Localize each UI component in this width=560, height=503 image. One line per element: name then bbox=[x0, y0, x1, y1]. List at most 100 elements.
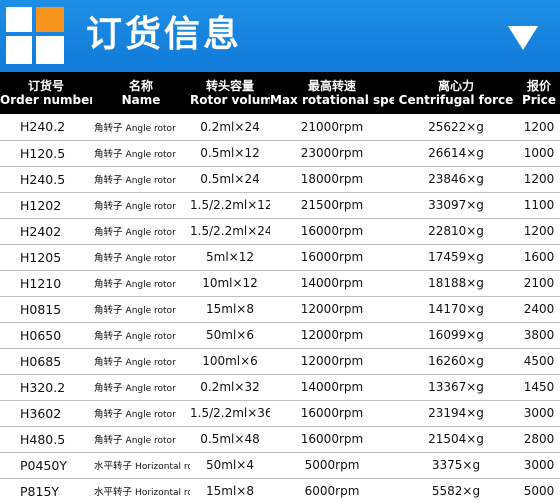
page-title: 订货信息 bbox=[86, 14, 243, 55]
force-cell: 23846×g bbox=[428, 172, 484, 186]
speed-cell: 16000rpm bbox=[300, 432, 364, 446]
name-zh: 角转子 bbox=[94, 305, 123, 316]
name-en: Horizontal rotor bbox=[135, 488, 190, 498]
order-number-cell: H2402 bbox=[20, 223, 62, 239]
order-number-cell: H0685 bbox=[20, 353, 62, 369]
name-en: Angle rotor bbox=[125, 332, 176, 342]
price-cell: 4500 bbox=[523, 354, 555, 368]
logo-square-orange bbox=[36, 7, 64, 32]
name-en: Angle rotor bbox=[125, 436, 176, 446]
force-cell: 21504×g bbox=[428, 432, 484, 446]
name-cell: 水平转子 Horizontal rotor bbox=[92, 452, 190, 478]
order-number-cell: H240.2 bbox=[20, 119, 66, 135]
col-en-label: Name bbox=[121, 93, 161, 107]
col-en-label: Rotor volume bbox=[190, 93, 270, 107]
name-cell: 角转子 Angle rotor bbox=[92, 192, 190, 218]
col-zh-label: 离心力 bbox=[437, 79, 474, 93]
name-en: Angle rotor bbox=[125, 254, 176, 264]
logo-square-white-bottom-right bbox=[36, 36, 64, 64]
price-cell: 3000 bbox=[523, 458, 555, 472]
name-en: Angle rotor bbox=[125, 410, 176, 420]
name-en: Angle rotor bbox=[125, 202, 176, 212]
name-cell: 角转子 Angle rotor bbox=[92, 218, 190, 244]
speed-cell: 16000rpm bbox=[300, 224, 364, 238]
price-cell: 2100 bbox=[523, 276, 555, 290]
name-zh: 角转子 bbox=[94, 175, 123, 186]
col-name: 名称 Name bbox=[92, 72, 190, 114]
order-number-cell: H3602 bbox=[20, 405, 62, 421]
name-cell: 角转子 Angle rotor bbox=[92, 244, 190, 270]
name-cell: 角转子 Angle rotor bbox=[92, 166, 190, 192]
table-row: H240.2 角转子 Angle rotor 0.2ml×24 21000rpm… bbox=[0, 114, 560, 140]
name-zh: 角转子 bbox=[94, 383, 123, 394]
col-centrifugal-force: 离心力 Centrifugal force bbox=[394, 72, 518, 114]
order-number-cell: H0815 bbox=[20, 301, 62, 317]
table-header-row: 订货号 Order number 名称 Name 转头容量 Rotor volu… bbox=[0, 72, 560, 114]
name-zh: 角转子 bbox=[94, 201, 123, 212]
force-cell: 33097×g bbox=[428, 198, 484, 212]
triangle-down-icon[interactable] bbox=[508, 26, 538, 50]
name-en: Angle rotor bbox=[125, 150, 176, 160]
table-row: H480.5 角转子 Angle rotor 0.5ml×48 16000rpm… bbox=[0, 426, 560, 452]
table-row: H2402 角转子 Angle rotor 1.5/2.2ml×24 16000… bbox=[0, 218, 560, 244]
force-cell: 23194×g bbox=[428, 406, 484, 420]
speed-cell: 12000rpm bbox=[300, 328, 364, 342]
force-cell: 16260×g bbox=[428, 354, 484, 368]
table-row: H0685 角转子 Angle rotor 100ml×6 12000rpm 1… bbox=[0, 348, 560, 374]
force-cell: 16099×g bbox=[428, 328, 484, 342]
price-cell: 1200 bbox=[523, 172, 555, 186]
speed-cell: 18000rpm bbox=[300, 172, 364, 186]
volume-cell: 100ml×6 bbox=[202, 354, 258, 368]
title-banner: 订货信息 bbox=[0, 0, 560, 72]
order-number-cell: H1210 bbox=[20, 275, 62, 291]
table-row: H1210 角转子 Angle rotor 10ml×12 14000rpm 1… bbox=[0, 270, 560, 296]
name-en: Angle rotor bbox=[125, 280, 176, 290]
force-cell: 17459×g bbox=[428, 250, 484, 264]
force-cell: 18188×g bbox=[428, 276, 484, 290]
order-number-cell: H320.2 bbox=[20, 379, 66, 395]
force-cell: 3375×g bbox=[431, 458, 481, 472]
name-cell: 角转子 Angle rotor bbox=[92, 400, 190, 426]
name-zh: 角转子 bbox=[94, 331, 123, 342]
table-row: H240.5 角转子 Angle rotor 0.5ml×24 18000rpm… bbox=[0, 166, 560, 192]
name-en: Angle rotor bbox=[125, 123, 176, 134]
table-row: H1205 角转子 Angle rotor 5ml×12 16000rpm 17… bbox=[0, 244, 560, 270]
speed-cell: 16000rpm bbox=[300, 406, 364, 420]
volume-cell: 1.5/2.2ml×12 bbox=[190, 198, 270, 212]
col-max-speed: 最高转速 Max rotational speed bbox=[270, 72, 394, 114]
order-number-cell: H480.5 bbox=[20, 431, 66, 447]
speed-cell: 14000rpm bbox=[300, 276, 364, 290]
price-cell: 1450 bbox=[523, 380, 555, 394]
col-en-label: Centrifugal force bbox=[398, 93, 514, 107]
col-order-number: 订货号 Order number bbox=[0, 72, 92, 114]
name-cell: 角转子 Angle rotor bbox=[92, 140, 190, 166]
force-cell: 13367×g bbox=[428, 380, 484, 394]
name-en: Angle rotor bbox=[125, 176, 176, 186]
price-cell: 1000 bbox=[523, 146, 555, 160]
name-cell: 角转子 Angle rotor bbox=[92, 322, 190, 348]
price-cell: 3800 bbox=[523, 328, 555, 342]
table-row: H3602 角转子 Angle rotor 1.5/2.2ml×36 16000… bbox=[0, 400, 560, 426]
name-cell: 角转子 Angle rotor bbox=[92, 296, 190, 322]
name-cell: 角转子 Angle rotor bbox=[92, 426, 190, 452]
force-cell: 22810×g bbox=[428, 224, 484, 238]
price-cell: 2400 bbox=[523, 302, 555, 316]
name-cell: 角转子 Angle rotor bbox=[92, 114, 190, 140]
order-number-cell: H120.5 bbox=[20, 145, 66, 161]
volume-cell: 0.5ml×12 bbox=[200, 146, 260, 160]
speed-cell: 5000rpm bbox=[304, 458, 360, 472]
name-zh: 角转子 bbox=[94, 435, 123, 446]
name-zh: 角转子 bbox=[94, 149, 123, 160]
table-row: H320.2 角转子 Angle rotor 0.2ml×32 14000rpm… bbox=[0, 374, 560, 400]
speed-cell: 21500rpm bbox=[300, 198, 364, 212]
order-number-cell: H240.5 bbox=[20, 171, 66, 187]
name-zh: 角转子 bbox=[94, 122, 123, 134]
price-cell: 5000 bbox=[523, 484, 555, 498]
name-en: Horizontal rotor bbox=[135, 462, 190, 472]
table-row: H1202 角转子 Angle rotor 1.5/2.2ml×12 21500… bbox=[0, 192, 560, 218]
table-row: P815Y 水平转子 Horizontal rotor 15ml×8 6000r… bbox=[0, 478, 560, 503]
col-rotor-volume: 转头容量 Rotor volume bbox=[190, 72, 270, 114]
logo-square-white-bottom-left bbox=[6, 36, 32, 64]
volume-cell: 1.5/2.2ml×36 bbox=[190, 406, 270, 420]
